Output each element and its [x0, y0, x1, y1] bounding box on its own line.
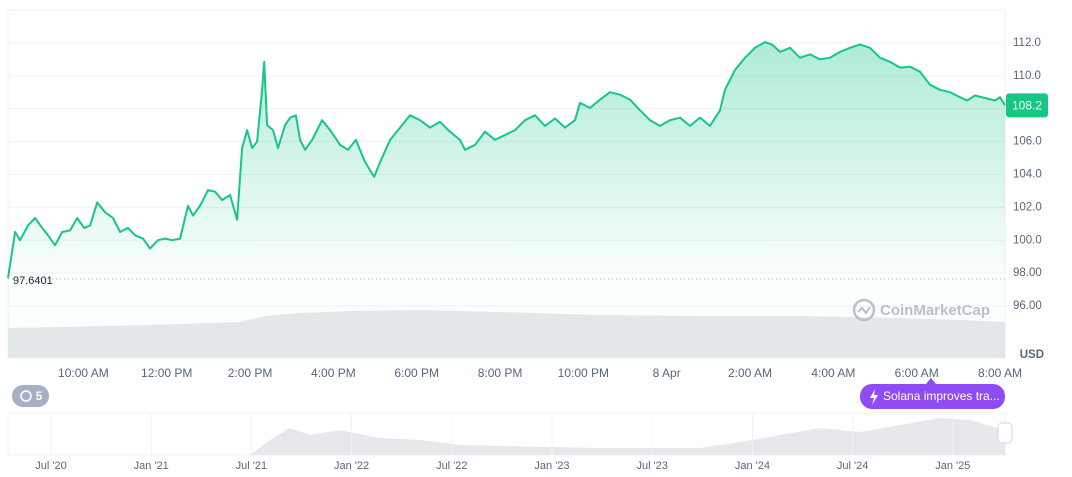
x-tick-label: 8:00 AM	[978, 366, 1022, 380]
navigator-label: Jan '22	[334, 460, 369, 472]
navigator-label: Jan '24	[735, 460, 770, 472]
x-tick-label: 4:00 PM	[311, 366, 356, 380]
x-tick-label: 8:00 PM	[478, 366, 523, 380]
plot	[7, 41, 1006, 358]
navigator-label: Jan '23	[534, 460, 569, 472]
navigator-label: Jul '23	[636, 460, 667, 472]
navigator-label: Jul '24	[837, 460, 868, 472]
y-tick-label: 106.0	[1013, 136, 1042, 148]
x-tick-label: 6:00 AM	[895, 366, 939, 380]
y-tick-label: 102.0	[1013, 201, 1042, 213]
price-area	[8, 42, 1005, 358]
navigator-label: Jan '21	[134, 460, 169, 472]
y-tick-label: 98.00	[1013, 267, 1042, 279]
navigator-label: Jul '22	[436, 460, 467, 472]
currency-label: USD	[1020, 349, 1044, 361]
reference-label: 97.6401	[13, 275, 53, 287]
y-tick-label: 112.0	[1013, 37, 1041, 49]
navigator-area	[8, 418, 1005, 455]
x-tick-label: 2:00 PM	[228, 366, 273, 380]
navigator-label: Jul '21	[236, 460, 267, 472]
x-tick-label: 4:00 AM	[811, 366, 855, 380]
x-tick-label: 12:00 PM	[141, 366, 192, 380]
y-tick-label: 96.00	[1013, 300, 1042, 312]
news-text: Solana improves tra...	[883, 389, 1000, 403]
watermark-text: CoinMarketCap	[880, 302, 990, 319]
y-tick-label: 100.0	[1013, 234, 1042, 246]
x-tick-label: 6:00 PM	[394, 366, 439, 380]
navigator-handle[interactable]	[997, 422, 1013, 444]
x-tick-label: 8 Apr	[653, 366, 681, 380]
news-count: 5	[36, 391, 43, 403]
navigator-label: Jan '25	[935, 460, 970, 472]
y-tick-label: 110.0	[1013, 70, 1041, 82]
watermark: CoinMarketCap	[852, 298, 990, 322]
navigator-label: Jul '20	[35, 460, 66, 472]
news-badge[interactable]: Solana improves tra...	[860, 378, 1005, 409]
x-tick-label: 10:00 AM	[58, 366, 109, 380]
current-price-badge	[1006, 93, 1048, 118]
y-tick-label: 104.0	[1013, 168, 1042, 180]
current-price-label: 108.2	[1012, 99, 1042, 113]
x-tick-label: 2:00 AM	[728, 366, 772, 380]
price-line	[7, 41, 1006, 279]
x-tick-label: 10:00 PM	[558, 366, 609, 380]
news-count-badge[interactable]: 5	[12, 385, 49, 407]
navigator: Jul '20 Jan '21 Jul '21 Jan '22 Jul '22 Jan '…	[7, 412, 1013, 472]
